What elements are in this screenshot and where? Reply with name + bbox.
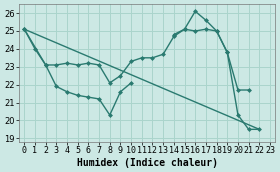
- X-axis label: Humidex (Indice chaleur): Humidex (Indice chaleur): [77, 158, 218, 168]
